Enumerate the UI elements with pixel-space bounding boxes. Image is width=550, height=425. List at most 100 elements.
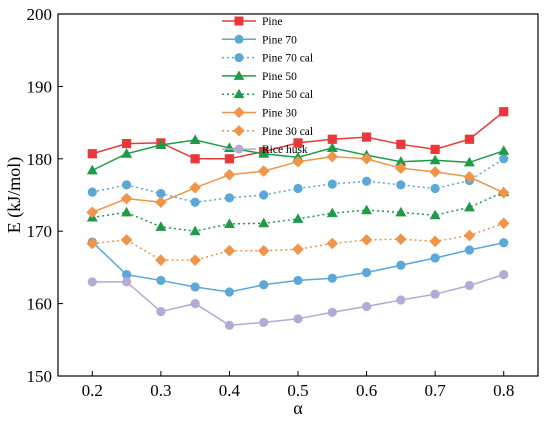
- data-point: [327, 273, 337, 283]
- data-point: [223, 244, 236, 257]
- data-point: [189, 225, 201, 236]
- data-point: [498, 145, 510, 155]
- data-point: [395, 162, 407, 175]
- data-point: [499, 238, 509, 248]
- data-point: [293, 138, 303, 148]
- data-point: [395, 206, 407, 217]
- data-point: [155, 196, 167, 209]
- data-point: [499, 270, 509, 280]
- data-point: [189, 181, 201, 194]
- data-point: [223, 218, 235, 228]
- data-point: [464, 280, 475, 291]
- data-point: [189, 254, 201, 266]
- data-point: [361, 204, 373, 215]
- data-point: [464, 245, 475, 255]
- y-tick-label: 160: [27, 295, 53, 314]
- data-point: [361, 132, 372, 142]
- data-point: [155, 254, 167, 266]
- data-point: [361, 301, 372, 312]
- data-point: [463, 201, 475, 212]
- data-point: [155, 139, 167, 150]
- data-point: [327, 307, 337, 317]
- legend-marker: [233, 106, 245, 119]
- y-tick-label: 190: [27, 77, 53, 96]
- data-point: [86, 206, 99, 219]
- data-point: [224, 320, 235, 330]
- y-tick-label: 180: [27, 150, 53, 169]
- legend-item: Rice husk: [222, 144, 308, 156]
- data-point: [121, 277, 132, 287]
- series-layer: [86, 107, 510, 330]
- x-tick-label: 0.3: [150, 381, 171, 400]
- data-point: [292, 155, 304, 168]
- legend-label: Pine: [262, 16, 282, 28]
- data-point: [326, 237, 339, 250]
- legend-label: Pine 30 cal: [262, 126, 313, 138]
- legend-item: Pine 70 cal: [222, 53, 313, 65]
- legend-label: Rice husk: [262, 144, 308, 156]
- data-point: [190, 282, 200, 292]
- legend-marker: [233, 125, 245, 137]
- legend-item: Pine 30 cal: [222, 125, 313, 138]
- legend-marker: [234, 53, 244, 63]
- data-point: [326, 150, 339, 163]
- data-point: [259, 317, 269, 328]
- legend-item: Pine 50: [222, 70, 297, 83]
- data-point: [190, 154, 200, 164]
- data-point: [499, 107, 509, 117]
- data-point: [190, 197, 200, 207]
- data-point: [259, 190, 269, 200]
- data-point: [327, 179, 337, 189]
- data-point: [190, 299, 200, 309]
- data-point: [464, 134, 475, 144]
- data-point: [189, 134, 201, 144]
- data-point: [292, 213, 304, 223]
- data-point: [120, 234, 133, 246]
- y-tick-label: 200: [27, 5, 53, 24]
- series-rice-husk: [87, 270, 509, 330]
- data-point: [155, 221, 167, 231]
- y-tick-label: 170: [27, 222, 53, 241]
- data-point: [120, 192, 133, 205]
- data-point: [395, 233, 407, 245]
- legend-item: Pine: [222, 16, 282, 28]
- x-axis-label: α: [293, 398, 303, 418]
- series-pine-70: [87, 237, 509, 297]
- data-point: [224, 193, 235, 203]
- data-point: [327, 134, 337, 144]
- data-point: [224, 287, 235, 297]
- legend-item: Pine 50 cal: [222, 88, 313, 101]
- data-point: [258, 217, 270, 228]
- legend-label: Pine 70 cal: [262, 53, 313, 65]
- data-point: [293, 275, 303, 286]
- data-point: [497, 187, 510, 199]
- data-point: [87, 187, 97, 197]
- data-point: [121, 180, 132, 190]
- data-point: [361, 176, 372, 186]
- data-point: [463, 156, 475, 167]
- x-tick-label: 0.4: [219, 381, 241, 400]
- data-point: [87, 149, 97, 159]
- x-tick-label: 0.5: [287, 381, 308, 400]
- data-point: [499, 154, 509, 164]
- data-point: [361, 267, 372, 278]
- legend-marker: [234, 16, 244, 26]
- y-tick-label: 150: [27, 367, 53, 386]
- data-point: [396, 180, 406, 190]
- legend-label: Pine 50: [262, 71, 297, 83]
- data-point: [121, 138, 132, 149]
- data-point: [429, 154, 441, 165]
- data-point: [497, 217, 510, 230]
- data-point: [121, 206, 133, 217]
- data-point: [429, 166, 441, 178]
- legend-label: Pine 50 cal: [262, 89, 313, 101]
- legend: Pine Pine 70 Pine 70 cal Pine 50 Pine 50 cal…: [222, 16, 313, 156]
- series-pine-70-cal: [87, 154, 509, 207]
- data-point: [326, 207, 338, 218]
- data-point: [224, 154, 235, 164]
- series-pine-50-cal: [86, 186, 510, 236]
- legend-marker: [234, 144, 244, 154]
- data-point: [430, 144, 440, 154]
